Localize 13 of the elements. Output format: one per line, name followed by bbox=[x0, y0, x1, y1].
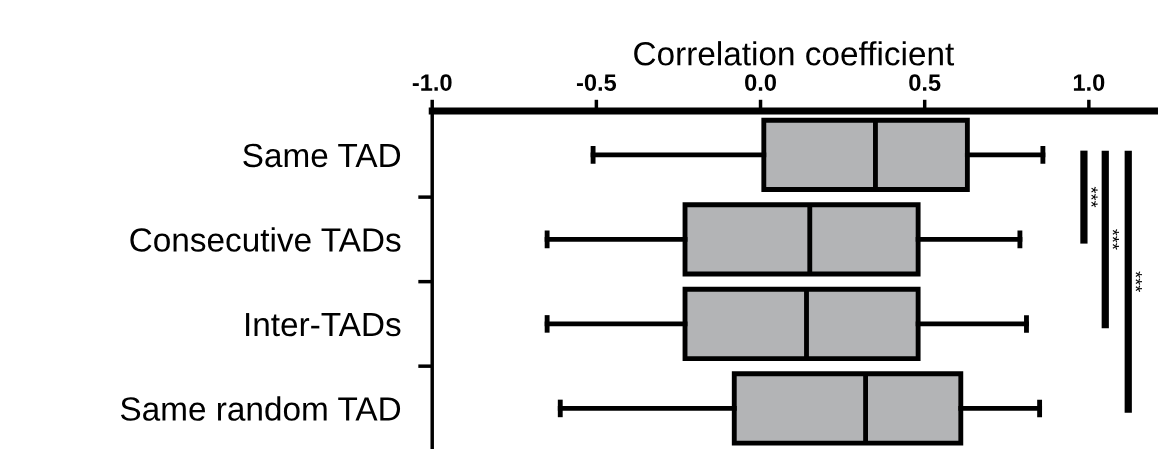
annotation: *** bbox=[1091, 186, 1098, 208]
y-tick-label: Same random TAD bbox=[120, 396, 401, 421]
y-tick-label: Consecutive TADs bbox=[130, 227, 401, 252]
y-tick-label: Inter-TADs bbox=[246, 313, 401, 337]
x-tick-label: 1.0 bbox=[1073, 74, 1105, 91]
x-tick-label: 0.5 bbox=[909, 74, 941, 91]
x-tick-label: -0.5 bbox=[576, 74, 617, 91]
x-tick-label: 0.0 bbox=[745, 74, 776, 91]
x-axis-title: Correlation coefficient bbox=[634, 41, 955, 66]
x-tick-label: -1.0 bbox=[412, 74, 452, 91]
annotation: *** bbox=[1112, 229, 1119, 250]
annotation: *** bbox=[1135, 271, 1142, 292]
y-tick-label: Same TAD bbox=[243, 143, 401, 168]
